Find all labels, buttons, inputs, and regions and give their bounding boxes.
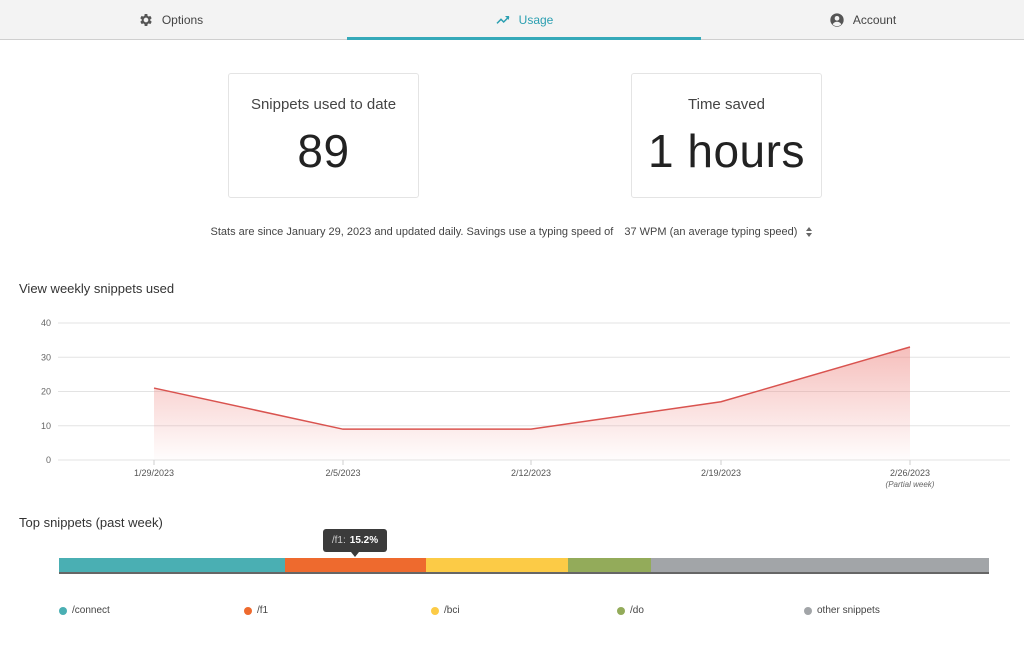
x-tick-note: (Partial week)	[886, 480, 935, 489]
legend-item[interactable]: /bci	[431, 605, 460, 616]
time-saved-value: 1 hours	[648, 125, 805, 177]
chart-labels: 40 30 20 10 0 1/29/2023 2/5/2023 2/12/2023 2/19/…	[41, 318, 935, 489]
weekly-chart-title: View weekly snippets used	[19, 281, 175, 296]
gear-icon	[140, 14, 152, 26]
tab-options[interactable]: Options	[0, 0, 341, 40]
legend-label: /connect	[72, 605, 110, 616]
active-tab-indicator	[347, 37, 701, 40]
top-snippets-bar	[59, 558, 989, 574]
x-tick-label: 2/19/2023	[701, 468, 741, 478]
account-icon	[830, 13, 844, 27]
legend-dot-icon	[804, 606, 812, 615]
top-snippets-title: Top snippets (past week)	[19, 515, 163, 530]
typing-speed-value: 37 WPM (an average typing speed)	[624, 226, 798, 238]
tab-account-label: Account	[852, 13, 897, 27]
data-point[interactable]	[908, 345, 912, 349]
snippet-segment[interactable]	[567, 558, 652, 572]
legend-label: /f1	[257, 605, 269, 616]
snippet-segment[interactable]	[426, 558, 568, 572]
snippet-segment[interactable]	[651, 558, 989, 572]
series-line	[153, 346, 911, 430]
legend-dot-icon	[617, 606, 625, 615]
legend-label: other snippets	[817, 605, 880, 616]
x-tick-label: 2/12/2023	[511, 468, 551, 478]
y-tick-label: 40	[41, 318, 51, 328]
weekly-snippets-chart: 40 30 20 10 0 1/29/2023 2/5/2023 2/12/2023 2/19/…	[41, 318, 1010, 489]
tooltip-name: /f1:	[331, 535, 346, 546]
legend-dot-icon	[244, 606, 252, 615]
tab-usage-label: Usage	[518, 13, 554, 27]
trend-icon	[496, 16, 510, 24]
tab-usage[interactable]: Usage	[347, 0, 701, 40]
tab-account[interactable]: Account	[701, 0, 1024, 40]
data-point[interactable]	[152, 386, 156, 390]
y-tick-label: 0	[46, 455, 51, 465]
tooltip-value: 15.2%	[349, 535, 379, 546]
select-arrows-icon	[806, 227, 813, 238]
y-tick-label: 10	[41, 421, 51, 431]
x-tick-label: 2/26/2023	[890, 468, 930, 478]
data-point[interactable]	[529, 427, 533, 431]
typing-speed-select[interactable]: 37 WPM (an average typing speed)	[624, 226, 813, 238]
legend-item[interactable]: other snippets	[804, 605, 880, 616]
legend-item[interactable]: /connect	[59, 605, 110, 616]
snippet-segment[interactable]	[59, 558, 285, 572]
tab-options-label: Options	[161, 13, 204, 27]
segment-tooltip: /f1: 15.2%	[323, 529, 387, 552]
data-point[interactable]	[341, 427, 345, 431]
series-area	[154, 346, 910, 460]
stats-description: Stats are since January 29, 2023 and upd…	[0, 226, 1024, 238]
tooltip-arrow	[351, 552, 359, 557]
legend-label: /do	[630, 605, 644, 616]
time-saved-label: Time saved	[688, 96, 765, 113]
time-saved-card: Time saved 1 hours	[631, 73, 822, 198]
x-tick-label: 1/29/2023	[134, 468, 174, 478]
tab-bar: Options Usage Account	[0, 0, 1024, 40]
snippets-used-card: Snippets used to date 89	[228, 73, 419, 198]
snippets-used-label: Snippets used to date	[250, 96, 397, 113]
y-tick-label: 20	[41, 387, 51, 397]
legend-dot-icon	[431, 606, 439, 615]
legend-item[interactable]: /do	[617, 605, 644, 616]
x-tick-label: 2/5/2023	[325, 468, 360, 478]
stats-text: Stats are since January 29, 2023 and upd…	[210, 226, 614, 238]
snippet-segment[interactable]	[284, 558, 427, 572]
legend-label: /bci	[444, 605, 460, 616]
y-tick-label: 30	[41, 352, 51, 362]
legend-item[interactable]: /f1	[244, 605, 268, 616]
chart-area	[152, 345, 912, 460]
top-snippets-legend: /connect/f1/bci/do other snippets	[0, 605, 1024, 619]
legend-dot-icon	[59, 606, 67, 615]
snippets-used-value: 89	[297, 125, 350, 177]
data-point[interactable]	[719, 400, 723, 404]
